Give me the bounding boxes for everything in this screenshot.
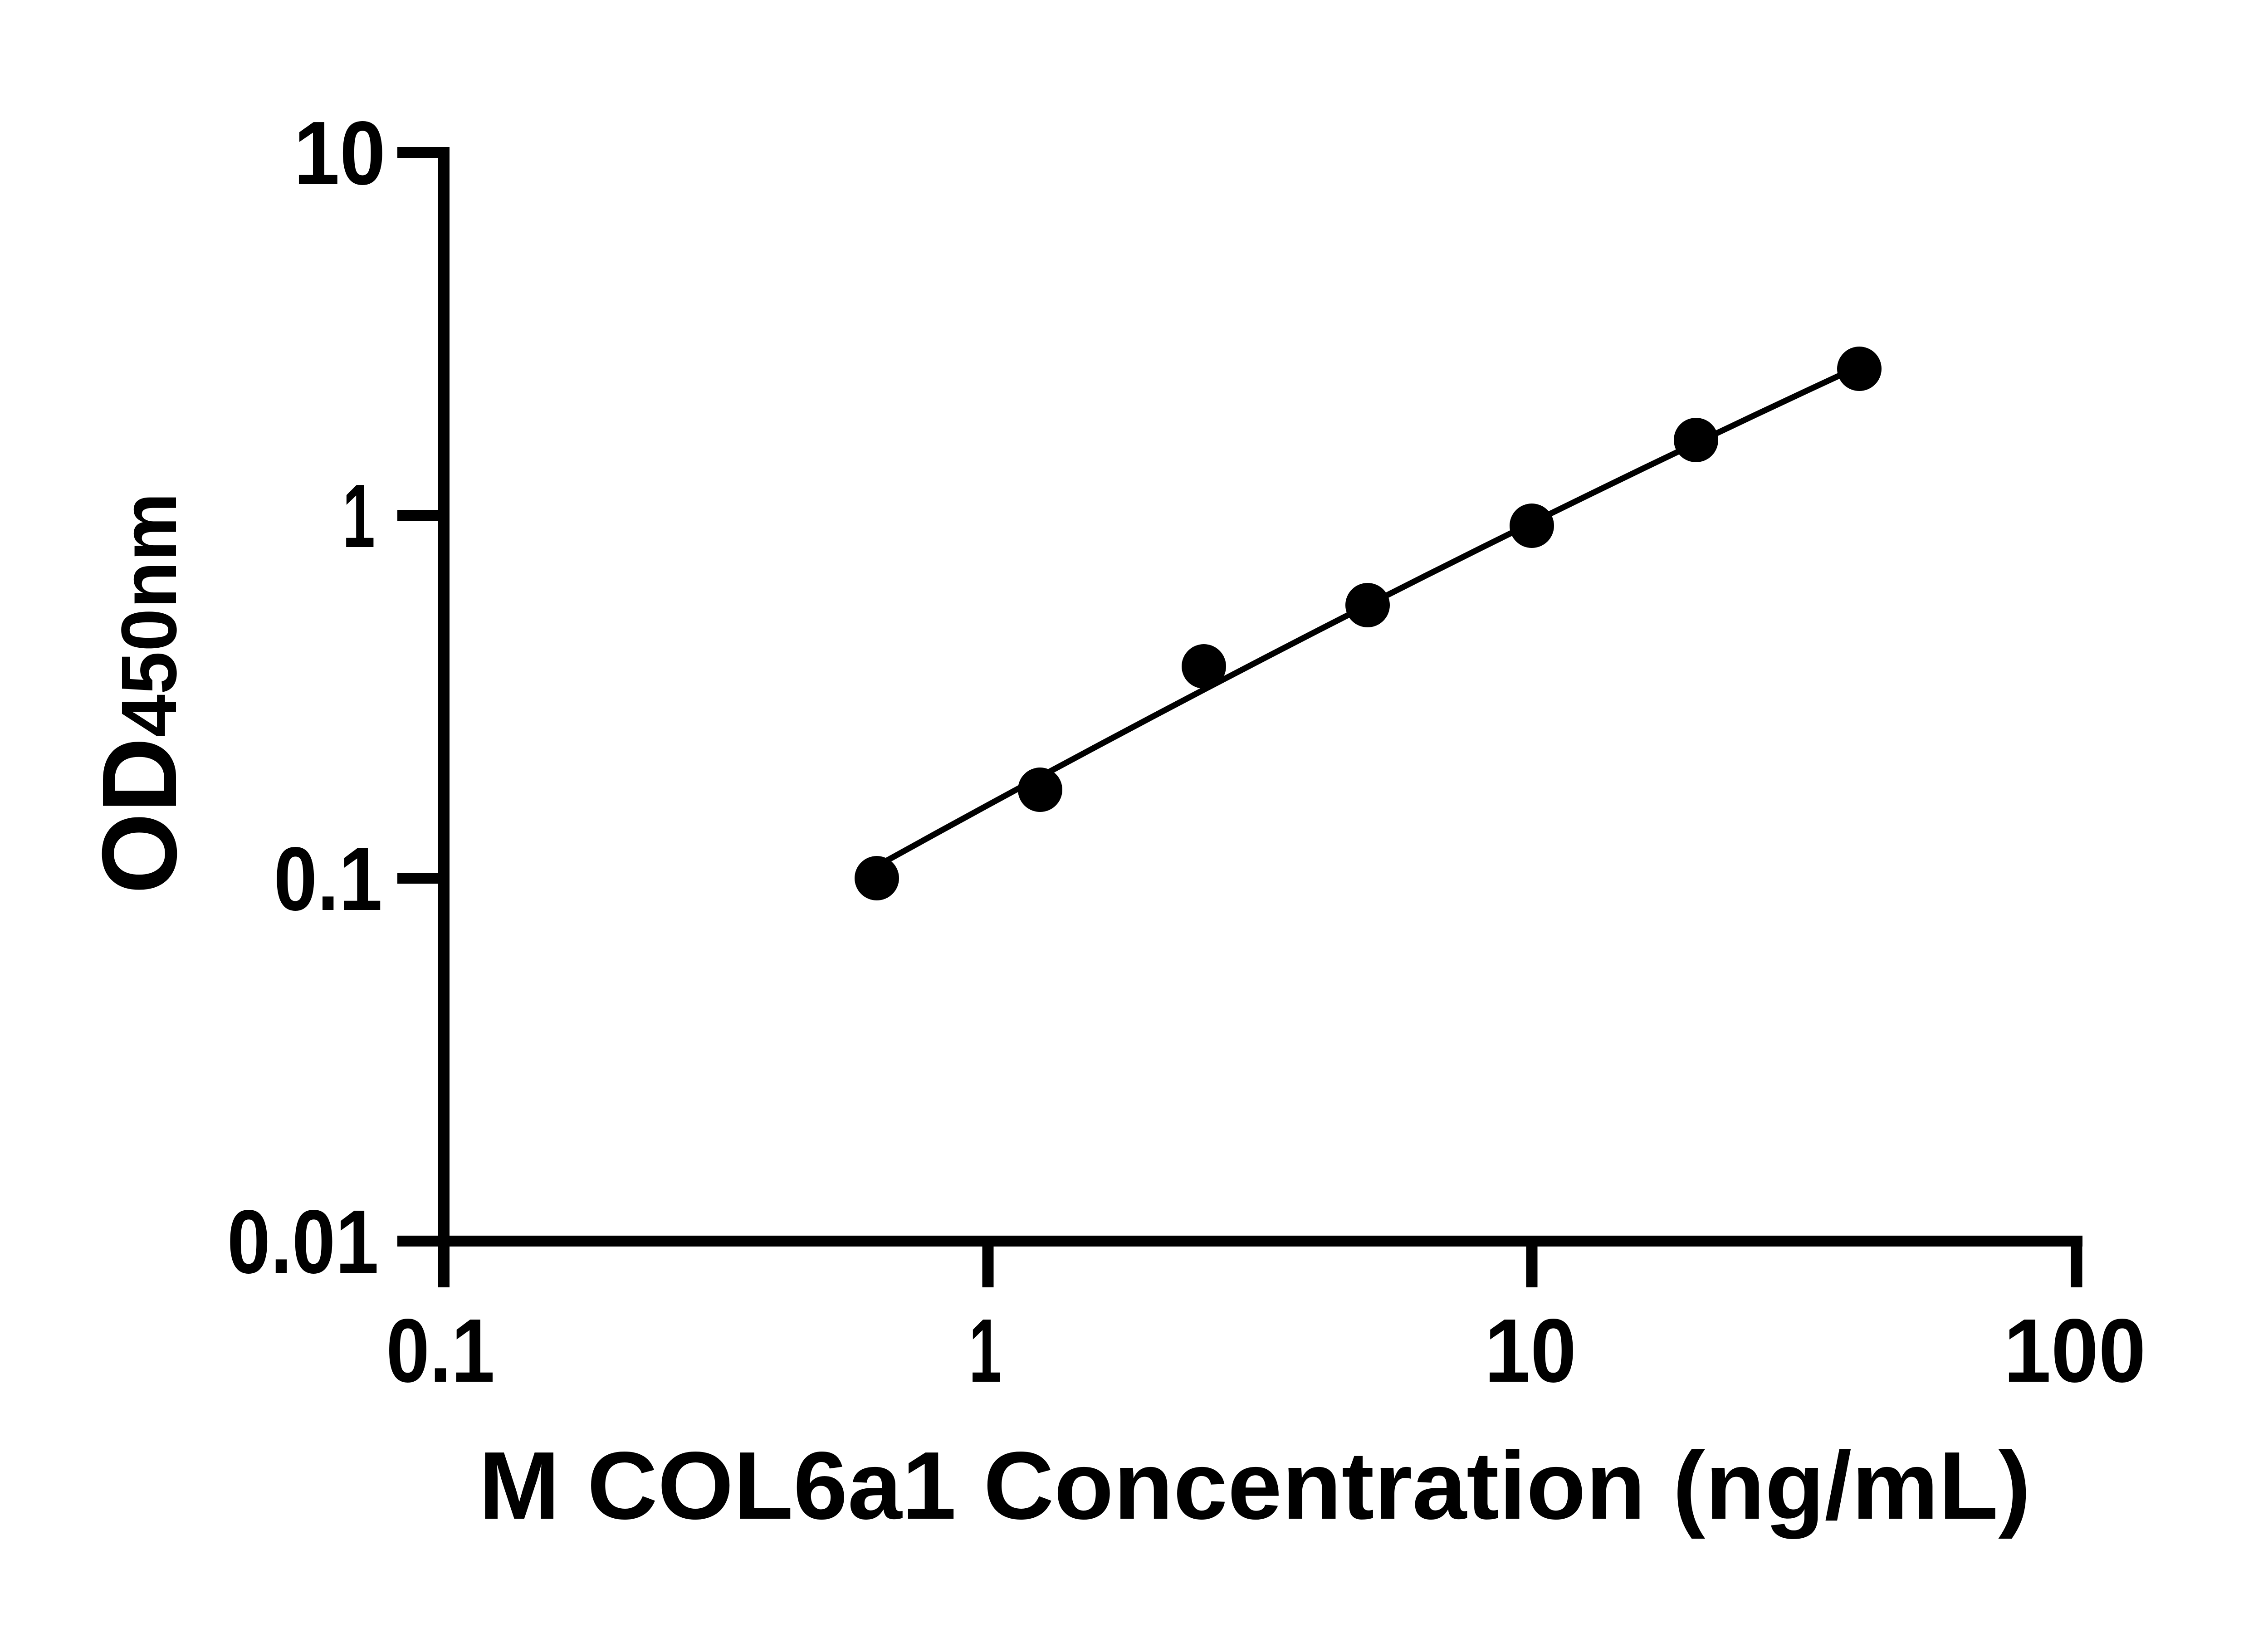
- svg-text:M COL6a1 Concentration (ng/mL): M COL6a1 Concentration (ng/mL): [479, 1432, 2031, 1539]
- svg-text:1: 1: [969, 1301, 1002, 1401]
- svg-text:0.01: 0.01: [227, 1192, 379, 1292]
- svg-text:10: 10: [294, 103, 386, 204]
- svg-text:10: 10: [1485, 1301, 1577, 1401]
- svg-text:100: 100: [2004, 1301, 2146, 1401]
- svg-text:0.1: 0.1: [274, 829, 383, 929]
- svg-text:OD450nm: OD450nm: [80, 493, 199, 894]
- svg-text:0.1: 0.1: [386, 1301, 495, 1401]
- svg-text:1: 1: [342, 466, 375, 567]
